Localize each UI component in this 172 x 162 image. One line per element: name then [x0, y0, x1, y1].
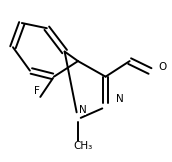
Text: F: F [34, 86, 40, 96]
Text: N: N [79, 105, 87, 115]
Text: O: O [159, 62, 167, 72]
Text: CH₃: CH₃ [73, 141, 92, 151]
Text: N: N [116, 93, 123, 104]
